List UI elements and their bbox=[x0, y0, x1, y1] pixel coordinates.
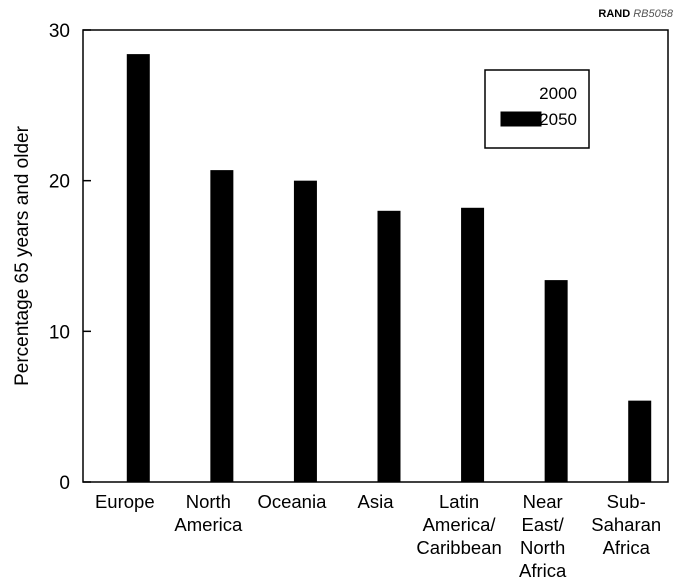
x-tick-label: America/ bbox=[423, 514, 497, 535]
x-tick-label: East/ bbox=[522, 514, 565, 535]
legend-swatch bbox=[501, 86, 541, 100]
bar-2050 bbox=[461, 207, 485, 482]
x-tick-label: Saharan bbox=[591, 514, 661, 535]
legend-label: 2000 bbox=[539, 84, 577, 103]
bar-2050 bbox=[628, 400, 652, 482]
source-tag: RAND RB5058 bbox=[598, 8, 673, 20]
x-tick-label: Africa bbox=[603, 537, 651, 558]
source-code: RB5058 bbox=[633, 8, 673, 20]
x-tick-label: North bbox=[520, 537, 565, 558]
x-tick-label: Near bbox=[523, 491, 563, 512]
x-tick-label: North bbox=[186, 491, 231, 512]
x-tick-label: Europe bbox=[95, 491, 155, 512]
x-tick-label: Latin bbox=[439, 491, 479, 512]
x-tick-label: Africa bbox=[519, 560, 567, 581]
legend-label: 2050 bbox=[539, 110, 577, 129]
bar-2050 bbox=[377, 210, 401, 483]
x-tick-label: Oceania bbox=[257, 491, 327, 512]
plot-frame bbox=[82, 29, 669, 483]
bar-2050 bbox=[126, 54, 150, 483]
x-tick-label: America bbox=[174, 514, 243, 535]
y-tick-label: 10 bbox=[49, 322, 70, 343]
x-tick-label: Sub- bbox=[607, 491, 646, 512]
x-tick-label: Caribbean bbox=[416, 537, 501, 558]
bar-2050 bbox=[544, 280, 568, 482]
x-tick-label: Asia bbox=[358, 491, 395, 512]
y-axis-label: Percentage 65 years and older bbox=[12, 125, 33, 386]
legend-swatch bbox=[500, 111, 542, 127]
y-tick-label: 0 bbox=[59, 473, 70, 494]
y-tick-label: 30 bbox=[49, 21, 70, 42]
bar-2050 bbox=[293, 180, 317, 482]
legend-box bbox=[484, 69, 590, 149]
source-org: RAND bbox=[598, 8, 631, 20]
bar-2050 bbox=[210, 170, 234, 482]
y-tick-label: 20 bbox=[49, 172, 70, 193]
